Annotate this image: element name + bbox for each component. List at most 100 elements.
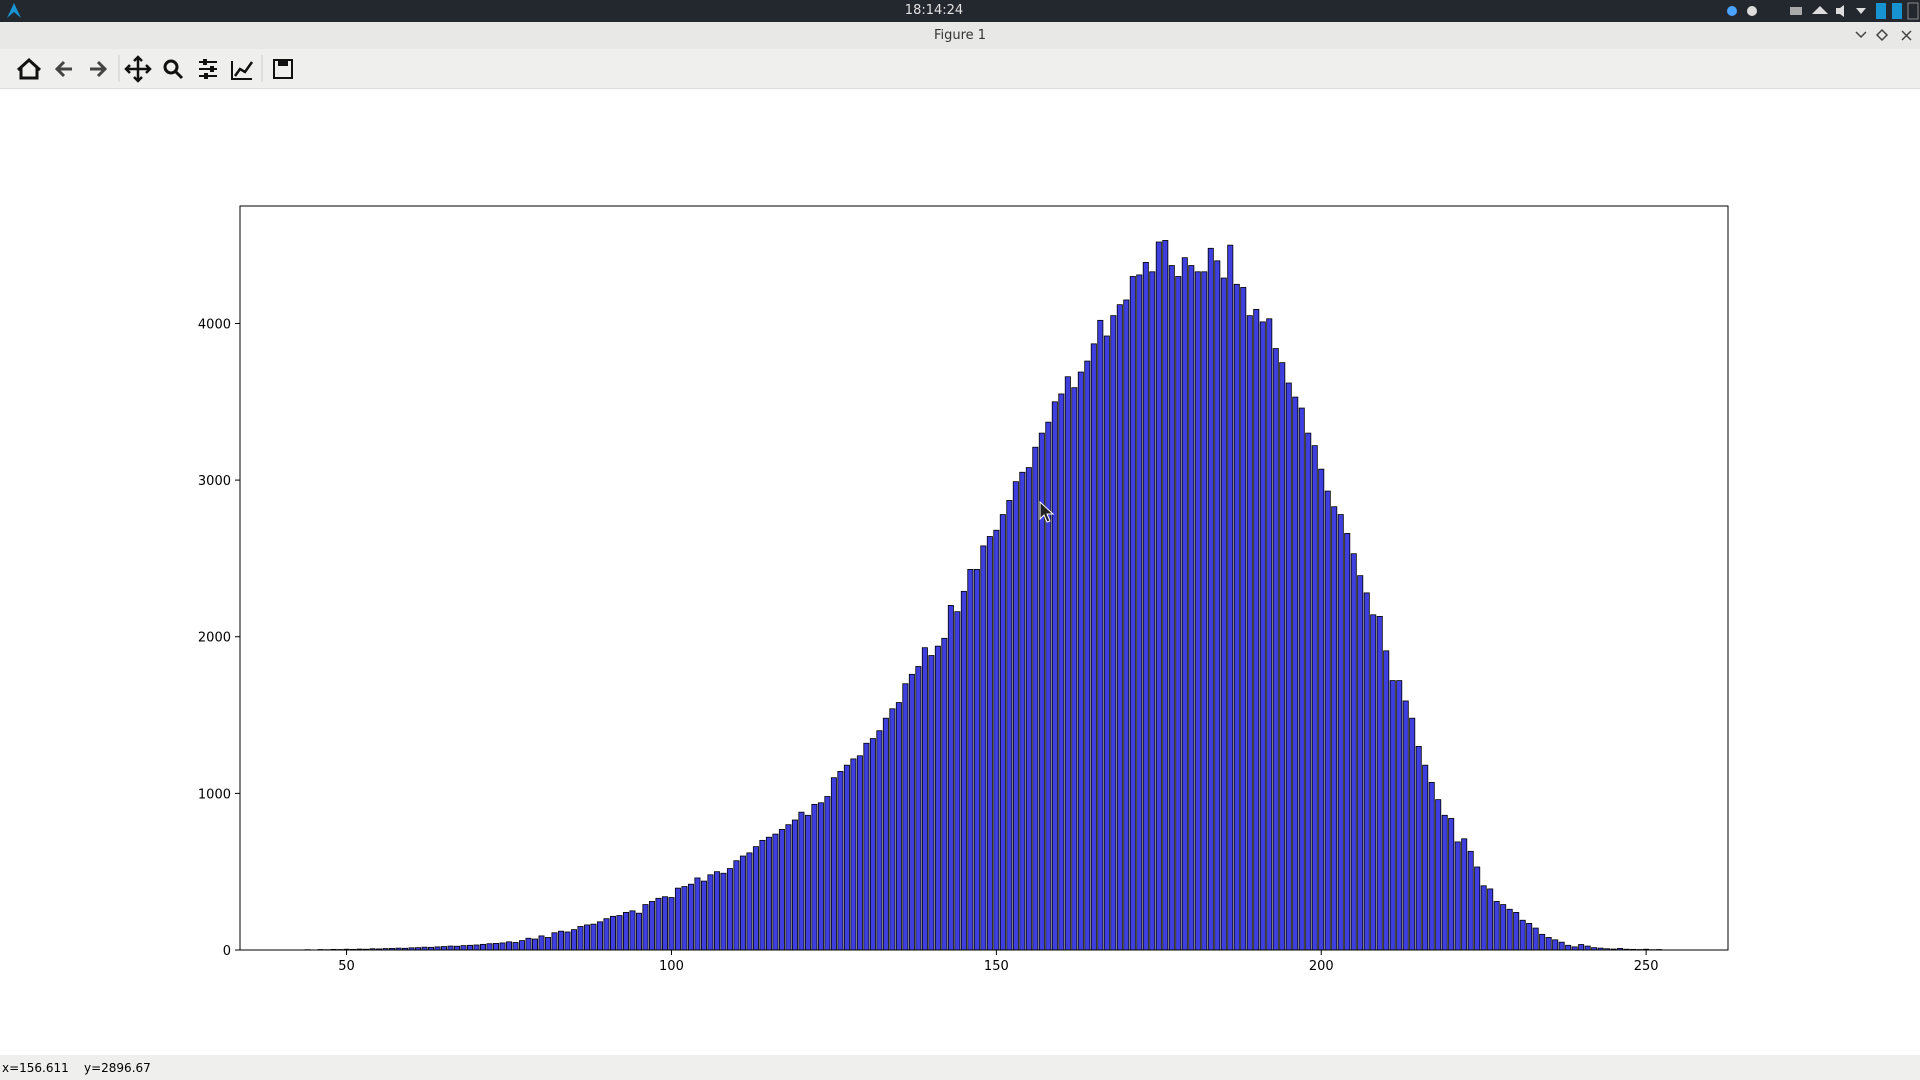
- bar: [746, 852, 753, 951]
- bar: [986, 536, 993, 951]
- bar: [1279, 362, 1286, 951]
- bar: [1103, 335, 1110, 951]
- bar: [1058, 393, 1065, 951]
- bar: [1175, 276, 1182, 951]
- bar: [1090, 343, 1097, 951]
- bar: [519, 940, 526, 951]
- bar: [1168, 265, 1175, 951]
- bar: [447, 945, 454, 951]
- bar: [687, 883, 694, 951]
- bar: [493, 943, 500, 951]
- bar: [1194, 271, 1201, 951]
- bar: [1526, 922, 1533, 951]
- bar: [993, 529, 1000, 951]
- bar: [642, 904, 649, 951]
- bar: [707, 874, 714, 951]
- window-controls[interactable]: [1850, 22, 1920, 49]
- toolbar: [0, 49, 1920, 89]
- bar: [967, 568, 974, 951]
- bar: [1272, 348, 1279, 951]
- bar: [629, 910, 636, 951]
- bar: [1324, 490, 1331, 951]
- bar: [1123, 299, 1130, 951]
- bar: [1201, 271, 1208, 951]
- bar: [480, 943, 487, 951]
- bar: [1480, 885, 1487, 951]
- bar: [1188, 265, 1195, 951]
- bar: [486, 943, 493, 951]
- bar: [1233, 283, 1240, 951]
- bar: [1500, 904, 1507, 951]
- bar: [1064, 376, 1071, 951]
- bar: [603, 918, 610, 951]
- bar: [1552, 939, 1559, 951]
- x-tick-label: 150: [984, 959, 1009, 974]
- bar: [1149, 271, 1156, 951]
- x-tick-label: 200: [1309, 959, 1334, 974]
- bar: [635, 912, 642, 951]
- bar: [889, 708, 896, 951]
- bar: [843, 764, 850, 951]
- bar: [785, 824, 792, 951]
- status-y: y=2896.67: [84, 1061, 151, 1075]
- bar: [1051, 401, 1058, 951]
- bar: [1415, 745, 1422, 951]
- bar: [1285, 382, 1292, 951]
- bar: [1448, 818, 1455, 951]
- bar: [954, 611, 961, 951]
- bar: [1142, 261, 1149, 951]
- bar: [1207, 247, 1214, 951]
- bar: [772, 833, 779, 951]
- bar: [1389, 680, 1396, 951]
- bar: [960, 590, 967, 951]
- bar: [1298, 407, 1305, 951]
- bar: [1071, 387, 1078, 951]
- bar: [681, 886, 688, 951]
- launcher-icon[interactable]: [4, 0, 24, 22]
- bar: [564, 931, 571, 951]
- bar: [570, 929, 577, 951]
- window-title: Figure 1: [933, 28, 987, 43]
- bar: [499, 942, 506, 951]
- bar: [1253, 308, 1260, 951]
- bar: [1584, 945, 1591, 951]
- bar: [726, 868, 733, 951]
- bar: [1441, 814, 1448, 951]
- bar: [1558, 941, 1565, 951]
- bar: [590, 923, 597, 951]
- bar: [1240, 287, 1247, 951]
- tray: [1727, 2, 1919, 20]
- bar: [1506, 908, 1513, 951]
- bar: [1077, 371, 1084, 951]
- bar: [876, 730, 883, 951]
- bar: [616, 915, 623, 951]
- bar: [1461, 838, 1468, 951]
- bar: [798, 811, 805, 951]
- bar: [1084, 360, 1091, 951]
- bar: [1539, 933, 1546, 951]
- bar: [759, 839, 766, 951]
- toolbar-icons[interactable]: [0, 49, 300, 88]
- bar: [506, 941, 513, 951]
- bar: [1045, 421, 1052, 951]
- bar: [1474, 866, 1481, 951]
- bar: [973, 568, 980, 951]
- status-bar: x=156.611 y=2896.67: [0, 1055, 1920, 1080]
- bar: [1318, 468, 1325, 951]
- bar: [557, 930, 564, 951]
- bar: [915, 666, 922, 951]
- bar: [1513, 912, 1520, 951]
- bar: [1155, 241, 1162, 951]
- bar: [512, 942, 519, 951]
- bar: [1487, 888, 1494, 951]
- y-tick-label: 4000: [198, 317, 231, 332]
- y-tick-label: 3000: [198, 474, 231, 489]
- bar: [765, 836, 772, 951]
- bar: [674, 887, 681, 951]
- bar: [551, 932, 558, 951]
- bar: [1396, 680, 1403, 951]
- bar: [1532, 927, 1539, 951]
- bar: [544, 937, 551, 951]
- clock: 18:14:24: [904, 3, 964, 18]
- bar: [609, 915, 616, 951]
